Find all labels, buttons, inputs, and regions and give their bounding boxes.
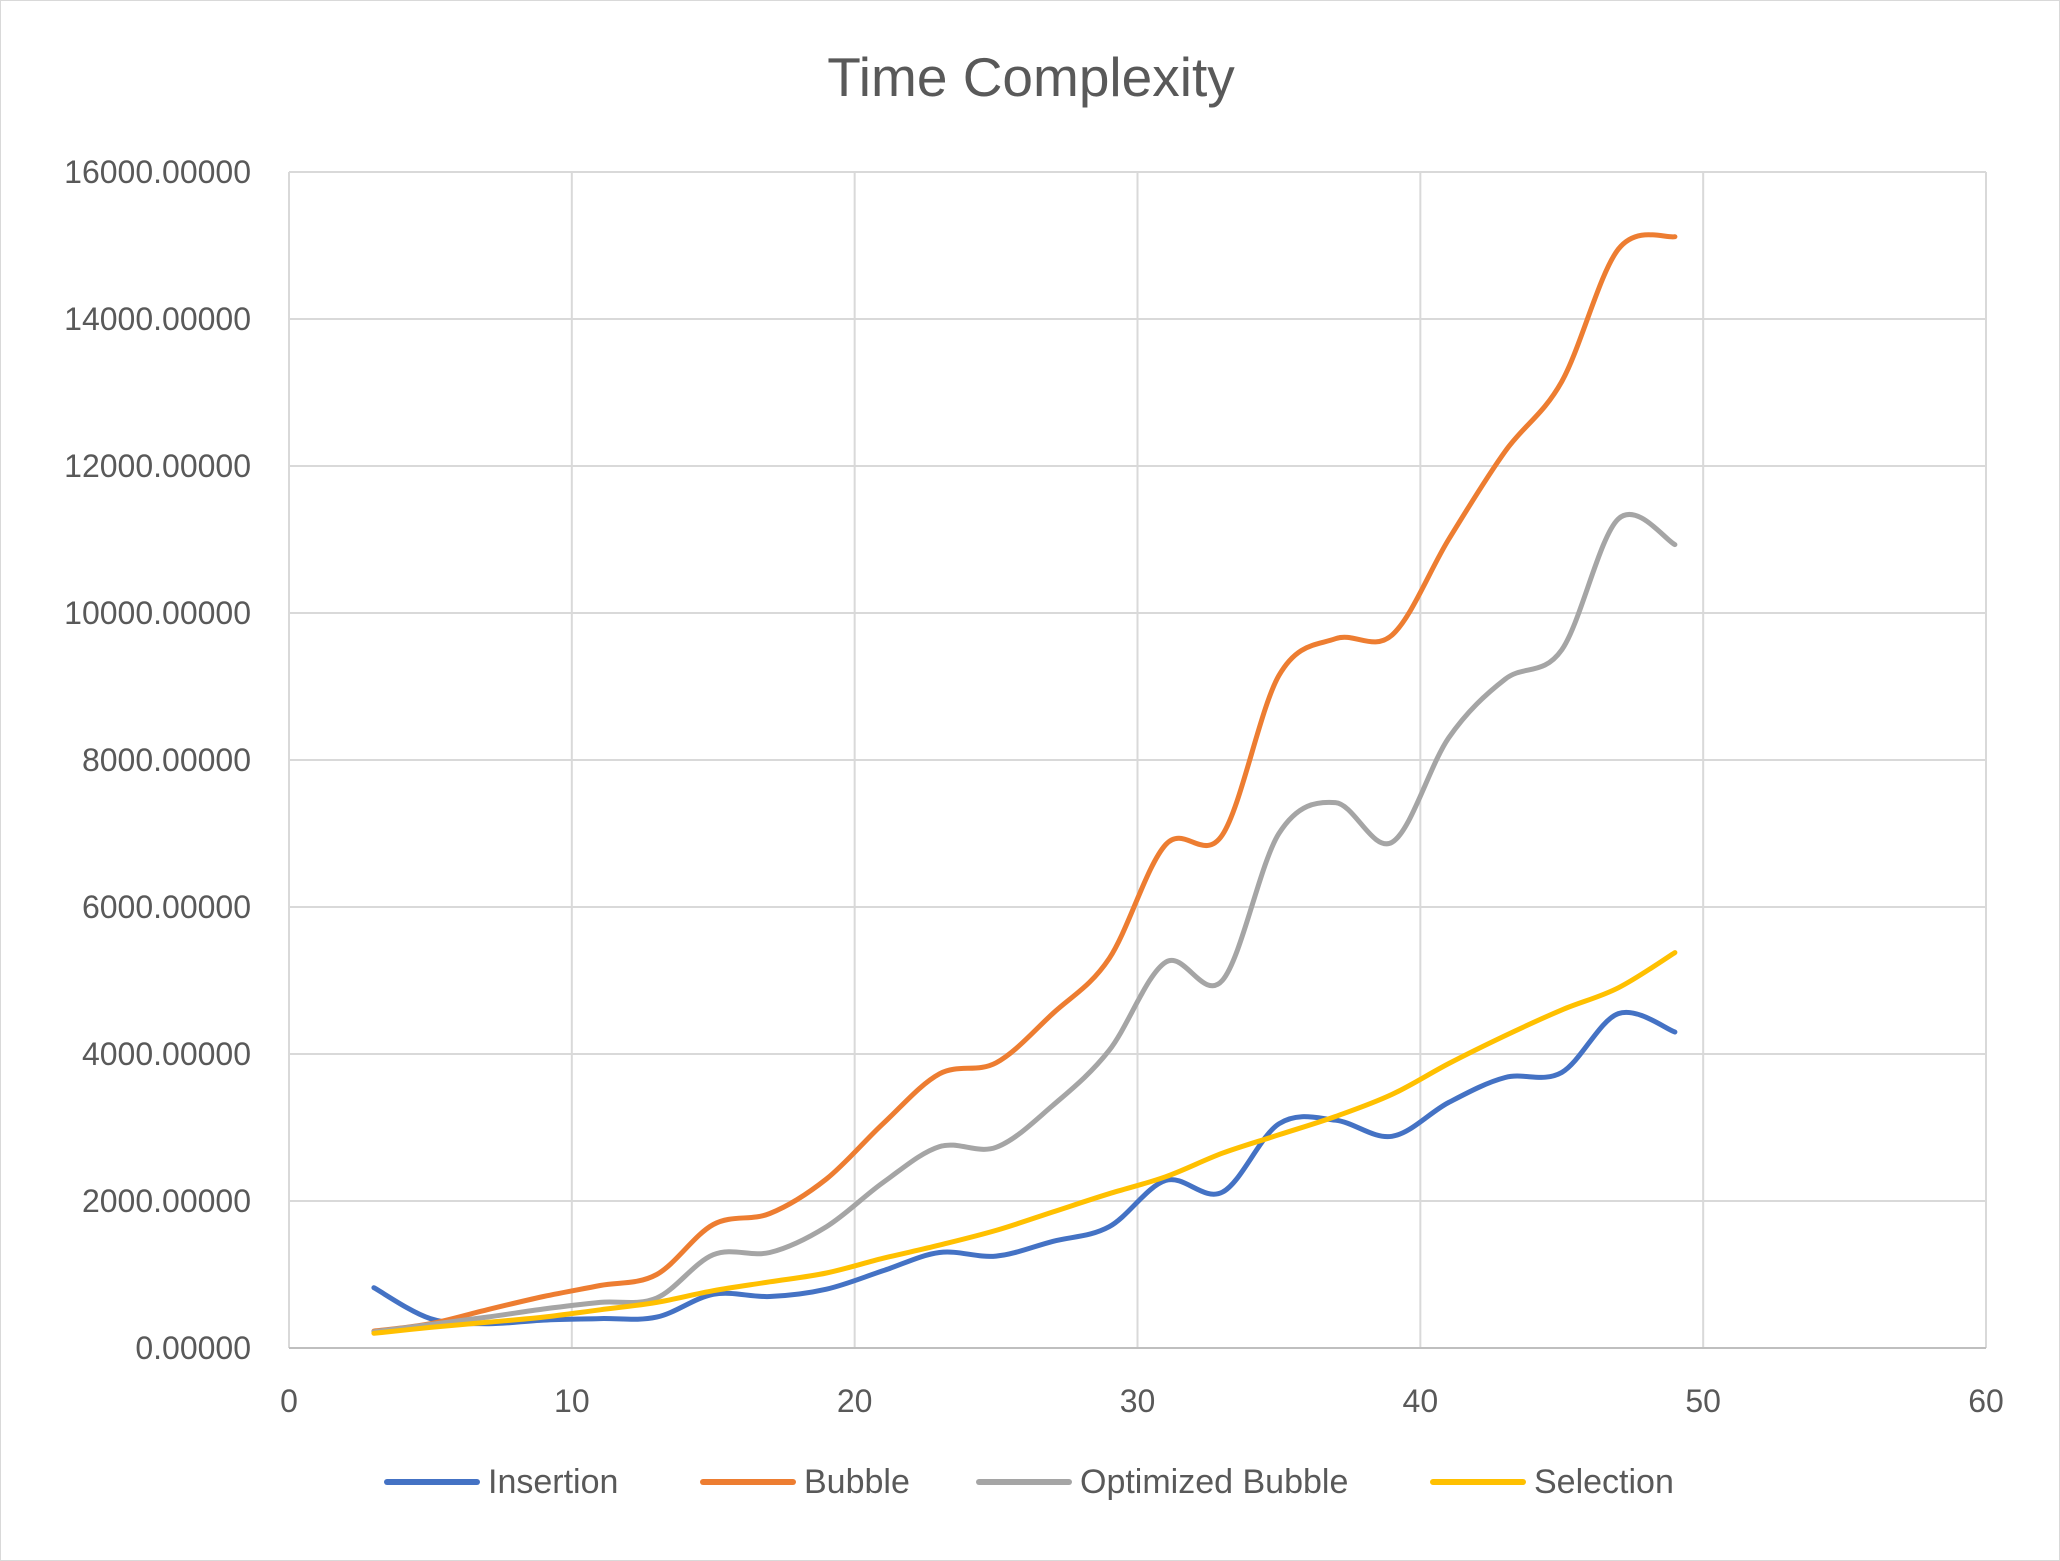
x-tick-label: 10 [554,1383,590,1419]
x-tick-label: 30 [1120,1383,1156,1419]
series-line-selection [371,950,1678,1336]
y-tick-label: 6000.00000 [82,889,251,925]
x-tick-label: 50 [1685,1383,1721,1419]
y-tick-label: 4000.00000 [82,1036,251,1072]
x-tick-label: 0 [280,1383,298,1419]
y-tick-label: 2000.00000 [82,1183,251,1219]
series-line-bubble [371,232,1678,1334]
y-tick-label: 12000.00000 [64,448,251,484]
y-tick-label: 14000.00000 [64,301,251,337]
x-tick-label: 40 [1403,1383,1439,1419]
y-tick-label: 16000.00000 [64,154,251,190]
series-line-insertion [371,1009,1678,1327]
chart-title: Time Complexity [827,46,1235,108]
axes: 0.00000 2000.00000 4000.00000 6000.00000 800… [64,154,2004,1419]
legend: Insertion Bubble Optimized Bubble Selection [384,1463,1674,1501]
y-tick-label: 10000.00000 [64,595,251,631]
legend-label-selection: Selection [1534,1463,1674,1501]
legend-label-optimized-bubble: Optimized Bubble [1080,1463,1348,1501]
series-lines [371,232,1678,1336]
x-tick-label: 60 [1968,1383,2004,1419]
legend-label-bubble: Bubble [804,1463,910,1501]
gridlines [288,171,1987,1349]
y-tick-label: 8000.00000 [82,742,251,778]
series-line-optimized-bubble [371,511,1678,1335]
legend-label-insertion: Insertion [488,1463,618,1501]
x-tick-label: 20 [837,1383,873,1419]
y-tick-label: 0.00000 [135,1330,251,1366]
